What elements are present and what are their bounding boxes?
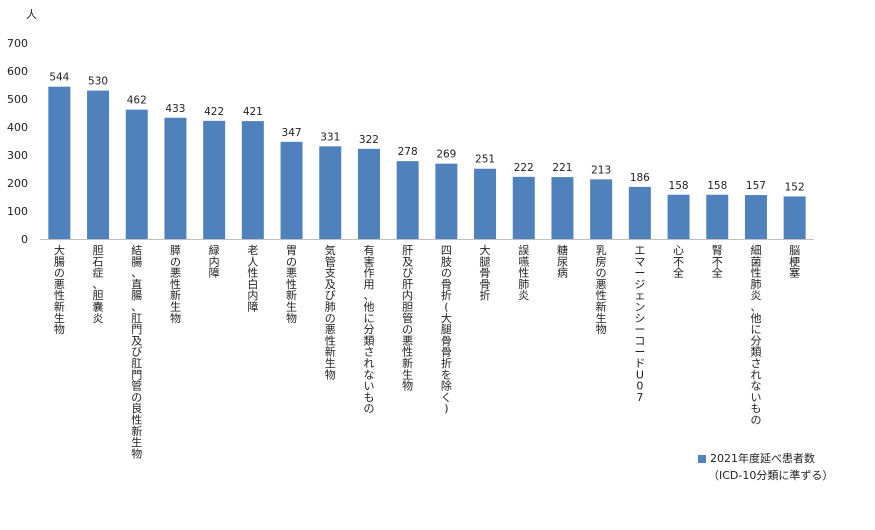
y-axis-unit-label: 人: [26, 8, 37, 21]
legend-note: （ICD-10分類に準ずる）: [708, 469, 834, 482]
data-label: 347: [282, 127, 302, 139]
data-labels: 544 530 462 433 422 421 347 331 322 278 269 251 222 2…: [49, 72, 804, 194]
category-label: 気管支及び肺の悪性新生物: [325, 243, 336, 381]
bar: [667, 194, 690, 239]
data-label: 157: [746, 180, 766, 192]
category-label: 結腸、直腸、肛門及び肛門管の良性新生物: [131, 243, 142, 460]
category-label: 肝及び肝内胆管の悪性新生物: [402, 244, 413, 393]
legend-series-label: 2021年度延べ患者数: [710, 452, 815, 465]
y-tick-label: 400: [7, 121, 28, 134]
category-label: 膵の悪性新生物: [170, 244, 181, 325]
category-label: エマージェンシーコード U 0 7: [634, 244, 645, 404]
bar: [474, 168, 497, 239]
y-axis-ticks: 0 100 200 300 400 500 600 700: [7, 37, 28, 246]
bar: [551, 177, 574, 239]
data-label: 213: [591, 164, 611, 176]
bar: [590, 179, 613, 239]
y-tick-label: 100: [7, 205, 28, 218]
legend: 2021年度延べ患者数 （ICD-10分類に準ずる）: [698, 450, 833, 484]
y-tick-label: 500: [7, 93, 28, 106]
data-label: 322: [359, 134, 379, 146]
category-label: 脳梗塞: [789, 244, 800, 280]
y-tick-label: 600: [7, 65, 28, 78]
data-label: 222: [514, 162, 534, 174]
bar: [203, 120, 226, 239]
data-label: 530: [88, 76, 108, 88]
data-label: 422: [204, 106, 224, 118]
data-label: 278: [398, 146, 418, 158]
bar: [396, 161, 419, 239]
y-tick-label: 0: [21, 233, 28, 246]
data-label: 462: [127, 95, 147, 107]
category-label: 乳房の悪性新生物: [596, 244, 607, 336]
category-label: 誤嚥性肺炎: [518, 243, 529, 302]
category-label: 有害作用、他に分類されないもの: [363, 243, 374, 415]
bar: [241, 121, 264, 239]
bar: [783, 196, 806, 239]
category-label: 胆石症、胆嚢炎: [93, 244, 104, 325]
bar: [87, 90, 110, 239]
category-label: 緑内障: [209, 243, 220, 280]
bar: [628, 186, 651, 239]
data-label: 186: [630, 172, 650, 184]
data-label: 269: [436, 149, 456, 161]
bar: [164, 117, 187, 239]
category-label: 四肢の骨折(大腿骨骨折を除く): [441, 244, 452, 415]
bar: [280, 141, 303, 239]
bar: [319, 146, 342, 239]
category-label: 胃の悪性新生物: [286, 244, 297, 325]
legend-entry: 2021年度延べ患者数: [698, 450, 833, 467]
bar: [512, 176, 535, 239]
y-tick-label: 700: [7, 37, 28, 50]
category-label: 老人性白内障: [247, 244, 258, 314]
data-label: 158: [669, 180, 689, 192]
data-label: 251: [475, 154, 495, 166]
y-tick-label: 300: [7, 149, 28, 162]
category-label: 大腸の悪性新生物: [54, 243, 65, 336]
category-label: 腎不全: [712, 244, 723, 280]
data-label: 421: [243, 106, 263, 118]
category-label: 糖尿病: [557, 243, 568, 280]
data-label: 152: [785, 181, 805, 193]
bar: [125, 109, 148, 239]
data-label: 544: [49, 72, 69, 84]
category-label: 心不全: [673, 244, 684, 280]
legend-swatch: [698, 454, 706, 463]
bar: [435, 163, 458, 239]
data-label: 158: [707, 180, 727, 192]
y-tick-label: 200: [7, 177, 28, 190]
bars: [48, 86, 806, 240]
bar: [48, 86, 71, 240]
category-labels: 大腸の悪性新生物 胆石症、胆嚢炎 結腸、直腸、肛門及び肛門管の良性新生物 膵の悪性新生…: [54, 243, 800, 460]
bar: [357, 148, 380, 239]
data-label: 433: [165, 103, 185, 115]
bar: [744, 195, 767, 239]
category-label: 大腿骨骨折: [480, 243, 491, 302]
bar: [706, 194, 729, 239]
category-label: 細菌性肺炎、他に分類されないもの: [750, 244, 761, 427]
data-label: 221: [552, 162, 572, 174]
data-label: 331: [320, 131, 340, 143]
